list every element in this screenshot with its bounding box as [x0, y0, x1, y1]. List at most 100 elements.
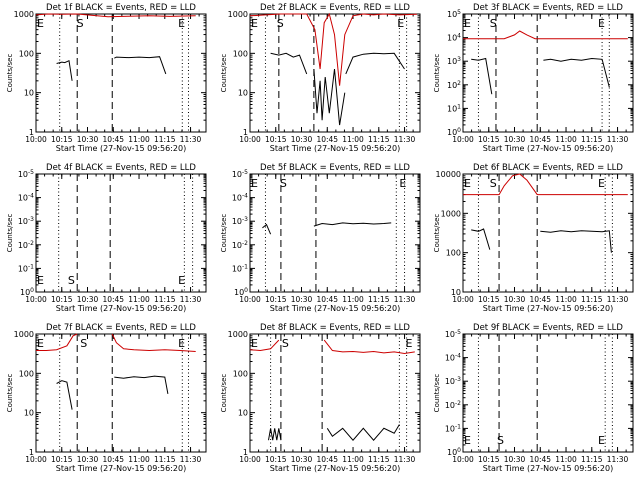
event-marker-label: E	[178, 337, 185, 350]
x-tick-label: 10:45	[102, 295, 124, 304]
event-marker-label: E	[598, 17, 605, 30]
x-tick-label: 10:15	[478, 295, 500, 304]
panel-title: Det 2f BLACK = Events, RED = LLD	[260, 3, 410, 13]
x-tick-label: 10:45	[529, 295, 551, 304]
panel-title: Det 7f BLACK = Events, RED = LLD	[46, 323, 196, 333]
y-axis-label: Counts/sec	[433, 54, 441, 93]
y-tick-label: 100	[20, 287, 34, 297]
y-tick-label: 1000	[14, 330, 34, 339]
x-tick-label: 10:00	[452, 455, 474, 464]
y-tick-label: 1	[243, 128, 248, 137]
x-tick-label: 10:30	[291, 135, 313, 144]
x-tick-label: 10:15	[265, 135, 287, 144]
event-marker-label: E	[397, 17, 404, 30]
x-tick-label: 11:15	[154, 295, 176, 304]
x-tick-label: 11:00	[555, 295, 577, 304]
chart-panel-4: Det 4f BLACK = Events, RED = LLD 100 10-1 1…	[6, 163, 207, 313]
lld-series-line	[35, 13, 196, 18]
x-tick-label: 11:00	[555, 455, 577, 464]
x-tick-label: 10:30	[291, 295, 313, 304]
event-marker-label: S	[80, 337, 87, 350]
x-tick-label: 10:00	[25, 135, 47, 144]
x-axis-label: Start Time (27-Nov-15 09:56:20)	[56, 144, 186, 153]
x-tick-label: 10:15	[478, 455, 500, 464]
events-series-line	[56, 59, 73, 81]
x-tick-label: 10:45	[529, 455, 551, 464]
chart-panel-8: Det 8f BLACK = Events, RED = LLD 1 10 100 10…	[220, 323, 421, 473]
y-tick-label: 102	[447, 80, 461, 90]
event-marker-label: E	[178, 274, 185, 287]
x-tick-label: 11:15	[581, 135, 603, 144]
plot-frame	[35, 173, 207, 293]
x-tick-label: 11:30	[394, 455, 416, 464]
x-tick-label: 11:00	[555, 135, 577, 144]
x-tick-label: 10:00	[25, 455, 47, 464]
lld-series-line	[249, 339, 280, 352]
lld-series-line	[111, 333, 196, 352]
y-axis-label: Counts/sec	[220, 214, 228, 253]
y-tick-label: 10-3	[18, 216, 34, 226]
plot-frame	[249, 13, 421, 133]
y-tick-label: 10-2	[18, 240, 34, 250]
event-marker-label: S	[490, 177, 497, 190]
event-marker-label: S	[282, 337, 289, 350]
event-marker-label: S	[77, 17, 84, 30]
panel-title: Det 1f BLACK = Events, RED = LLD	[46, 3, 196, 13]
y-tick-label: 10	[24, 89, 34, 98]
x-tick-label: 11:15	[154, 135, 176, 144]
x-axis-label: Start Time (27-Nov-15 09:56:20)	[483, 304, 613, 313]
event-marker-label: S	[68, 274, 75, 287]
y-tick-label: 100	[19, 369, 34, 378]
x-tick-label: 10:45	[102, 135, 124, 144]
event-marker-label: E	[406, 337, 413, 350]
x-tick-label: 10:15	[51, 135, 73, 144]
y-tick-label: 10-5	[445, 329, 461, 339]
x-tick-label: 10:45	[102, 455, 124, 464]
x-tick-label: 10:00	[239, 455, 261, 464]
event-marker-label: E	[37, 274, 44, 287]
x-tick-label: 11:30	[180, 295, 202, 304]
x-tick-label: 11:30	[180, 135, 202, 144]
y-axis-label: Counts/sec	[220, 374, 228, 413]
events-series-line	[540, 230, 612, 253]
y-tick-label: 10	[238, 89, 248, 98]
x-tick-label: 11:00	[342, 295, 364, 304]
lld-series-line	[36, 333, 78, 351]
events-series-line	[114, 56, 167, 75]
plot-frame	[249, 333, 421, 453]
y-tick-label: 1	[29, 128, 34, 137]
x-tick-label: 11:00	[128, 455, 150, 464]
x-tick-label: 11:30	[607, 135, 629, 144]
y-tick-label: 10-5	[232, 169, 248, 179]
y-tick-label: 1000	[14, 10, 34, 19]
x-axis-label: Start Time (27-Nov-15 09:56:20)	[483, 464, 613, 473]
x-tick-label: 11:00	[342, 455, 364, 464]
lld-series-line	[463, 30, 628, 40]
y-tick-label: 1	[243, 448, 248, 457]
x-axis-label: Start Time (27-Nov-15 09:56:20)	[56, 464, 186, 473]
x-tick-label: 10:30	[77, 135, 99, 144]
x-tick-label: 11:30	[607, 295, 629, 304]
x-tick-label: 10:00	[239, 135, 261, 144]
y-tick-label: 100	[447, 127, 461, 137]
plot-frame	[462, 13, 634, 133]
y-tick-label: 10-4	[445, 353, 461, 363]
x-axis-label: Start Time (27-Nov-15 09:56:20)	[270, 144, 400, 153]
x-tick-label: 10:15	[265, 295, 287, 304]
y-tick-label: 10-5	[18, 169, 34, 179]
events-series-line	[268, 428, 282, 441]
event-marker-label: S	[497, 434, 504, 447]
events-series-line	[270, 52, 308, 75]
plot-frame	[462, 333, 634, 453]
chart-panel-2: Det 2f BLACK = Events, RED = LLD 1 10 100 10…	[220, 3, 421, 153]
y-tick-label: 10-3	[232, 216, 248, 226]
y-tick-label: 10	[451, 288, 461, 297]
event-marker-label: E	[251, 337, 258, 350]
plot-frame	[35, 333, 207, 453]
x-tick-label: 10:00	[239, 295, 261, 304]
events-series-line	[313, 68, 346, 126]
y-tick-label: 10-4	[18, 193, 34, 203]
plot-frame	[249, 173, 421, 293]
y-tick-label: 1000	[228, 10, 248, 19]
